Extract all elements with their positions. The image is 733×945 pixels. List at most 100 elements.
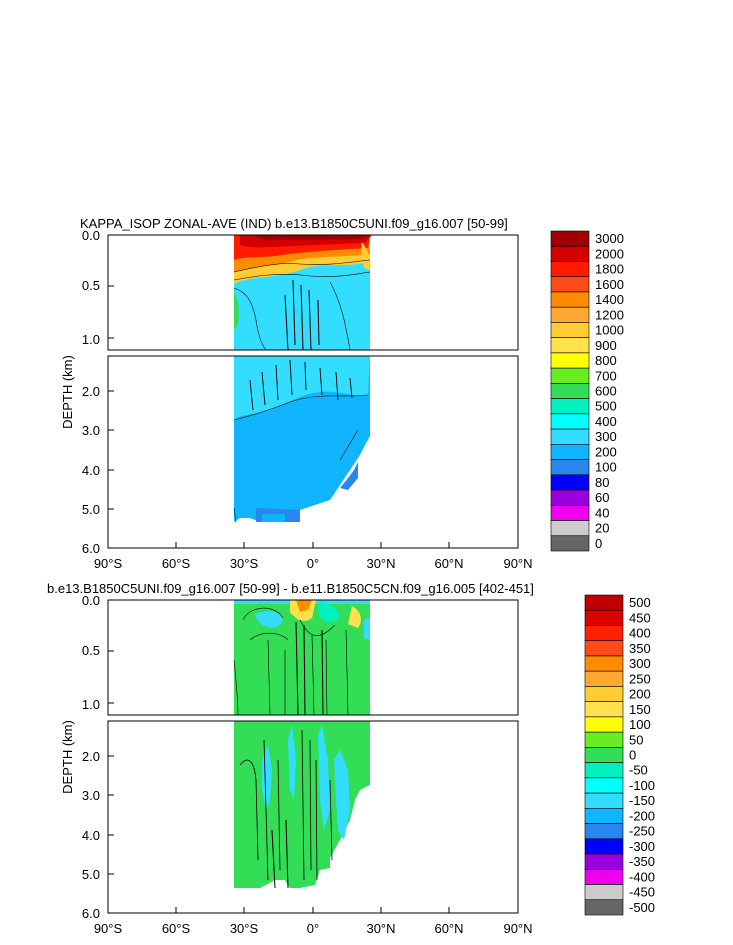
colorbar-tick-label: 350 — [629, 641, 651, 656]
y-tick-label: 3.0 — [82, 423, 100, 438]
colorbar-tick-label: 300 — [629, 656, 651, 671]
colorbar-tick-label: 80 — [595, 475, 609, 490]
colorbar-swatch — [584, 640, 624, 657]
panel-1-y-axis-label: DEPTH (km) — [60, 355, 75, 429]
colorbar-tick-label: 700 — [595, 368, 617, 383]
colorbar-tick-label: 1200 — [595, 307, 624, 322]
x-tick-label: 0° — [307, 556, 319, 571]
colorbar-tick-label: 900 — [595, 338, 617, 353]
colorbar-swatch — [550, 261, 590, 278]
colorbar-swatch — [584, 899, 624, 916]
y-tick-label: 6.0 — [82, 906, 100, 921]
colorbar-tick-label: -300 — [629, 839, 655, 854]
colorbar-swatch — [584, 716, 624, 733]
panel-1-upper-field — [233, 235, 372, 351]
y-tick-label: 0.0 — [82, 228, 100, 243]
colorbar-swatch — [550, 337, 590, 354]
x-tick-label: 60°N — [434, 921, 463, 936]
colorbar-swatch — [550, 352, 590, 369]
colorbar-tick-label: 1000 — [595, 323, 624, 338]
x-tick-label: 60°S — [162, 556, 191, 571]
colorbar-swatch — [584, 625, 624, 642]
panel-2-upper-field — [233, 600, 370, 716]
colorbar-swatch — [550, 322, 590, 338]
colorbar-tick-label: -400 — [629, 869, 655, 884]
colorbar-swatch — [584, 777, 624, 794]
colorbar-swatch — [584, 670, 624, 687]
colorbar-tick-label: 1400 — [595, 292, 624, 307]
y-tick-label: 3.0 — [82, 788, 100, 803]
x-tick-label: 90°N — [503, 921, 532, 936]
colorbar-swatch — [584, 686, 624, 702]
colorbar-tick-label: 450 — [629, 610, 651, 625]
y-tick-label: 0.5 — [82, 278, 100, 293]
colorbar-tick-label: -100 — [629, 778, 655, 793]
panel-1-y-lower-ticks: 2.0 3.0 4.0 5.0 6.0 — [82, 384, 100, 556]
x-tick-label: 30°N — [366, 921, 395, 936]
panel-2-y-axis-label: DEPTH (km) — [60, 720, 75, 794]
colorbar-swatch — [550, 520, 590, 537]
colorbar-tick-label: 250 — [629, 671, 651, 686]
x-tick-label: 30°N — [366, 556, 395, 571]
x-tick-label: 90°S — [94, 921, 123, 936]
colorbar-swatch — [550, 276, 590, 293]
colorbar-swatch — [584, 868, 624, 885]
colorbar-swatch — [584, 731, 624, 748]
panel-2-title: b.e13.B1850C5UNI.f09_g16.007 [50-99] - b… — [47, 581, 534, 596]
colorbar-tick-label: 600 — [595, 384, 617, 399]
colorbar-tick-label: -450 — [629, 885, 655, 900]
colorbar-swatch — [584, 808, 624, 824]
colorbar-tick-label: 0 — [629, 748, 636, 763]
colorbar-swatch — [584, 609, 624, 626]
colorbar-swatch — [584, 792, 624, 809]
colorbar-tick-label: 2000 — [595, 246, 624, 261]
panel-2-colorbar: 500450400350300250200150100500-50-100-15… — [584, 594, 655, 916]
colorbar-swatch — [584, 747, 624, 763]
colorbar-tick-label: 300 — [595, 429, 617, 444]
colorbar-swatch — [584, 701, 624, 718]
colorbar-swatch — [550, 489, 590, 506]
x-tick-label: 90°N — [503, 556, 532, 571]
panel-1-x-tick-marks — [175, 542, 450, 548]
x-tick-label: 30°S — [230, 921, 259, 936]
panel-1: KAPPA_ISOP ZONAL-AVE (IND) b.e13.B1850C5… — [60, 216, 624, 571]
y-tick-label: 1.0 — [82, 332, 100, 347]
colorbar-tick-label: 40 — [595, 505, 609, 520]
colorbar-tick-label: 400 — [629, 626, 651, 641]
colorbar-tick-label: 1600 — [595, 277, 624, 292]
colorbar-tick-label: -250 — [629, 824, 655, 839]
y-tick-label: 4.0 — [82, 463, 100, 478]
x-tick-label: 30°S — [230, 556, 259, 571]
panel-1-title: KAPPA_ISOP ZONAL-AVE (IND) b.e13.B1850C5… — [80, 216, 508, 231]
panel-1-colorbar: 3000200018001600140012001000900800700600… — [550, 230, 624, 552]
x-tick-label: 0° — [307, 921, 319, 936]
colorbar-swatch — [550, 230, 590, 247]
y-tick-label: 0.0 — [82, 593, 100, 608]
x-tick-label: 90°S — [94, 556, 123, 571]
colorbar-swatch — [550, 306, 590, 323]
colorbar-swatch — [584, 823, 624, 840]
colorbar-swatch — [584, 884, 624, 901]
y-tick-label: 6.0 — [82, 541, 100, 556]
panel-2-y-tick-marks — [108, 650, 114, 875]
colorbar-tick-label: 500 — [629, 595, 651, 610]
panel-1-y-upper-ticks: 0.0 0.5 1.0 — [82, 228, 100, 347]
y-tick-label: 5.0 — [82, 867, 100, 882]
y-tick-label: 2.0 — [82, 749, 100, 764]
colorbar-swatch — [550, 245, 590, 262]
x-tick-label: 60°S — [162, 921, 191, 936]
colorbar-swatch — [584, 762, 624, 779]
colorbar-tick-label: 200 — [595, 444, 617, 459]
colorbar-swatch — [584, 838, 624, 855]
colorbar-swatch — [550, 367, 590, 384]
colorbar-swatch — [550, 291, 590, 308]
panel-1-x-ticks: 90°S 60°S 30°S 0° 30°N 60°N 90°N — [94, 556, 533, 571]
colorbar-swatch — [550, 474, 590, 491]
panel-2-x-ticks: 90°S 60°S 30°S 0° 30°N 60°N 90°N — [94, 921, 533, 936]
colorbar-tick-label: 500 — [595, 399, 617, 414]
colorbar-tick-label: -350 — [629, 854, 655, 869]
colorbar-tick-label: -200 — [629, 808, 655, 823]
y-tick-label: 2.0 — [82, 384, 100, 399]
panel-2-lower-field — [234, 721, 370, 889]
